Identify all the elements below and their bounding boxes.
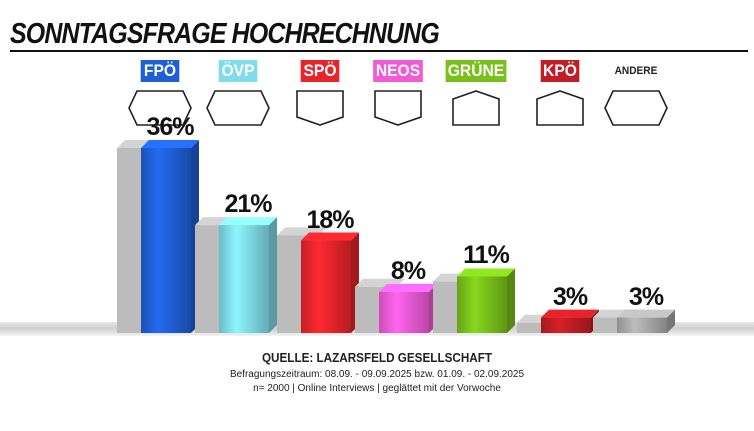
value-label-3: 8%	[390, 256, 426, 285]
party-label-3: NEOS	[373, 60, 423, 82]
value-label-5: 3%	[552, 282, 588, 311]
change-indicator-1	[206, 90, 270, 126]
bar-3	[379, 291, 429, 333]
bar-top-3	[379, 283, 437, 292]
value-label-0: 36%	[146, 113, 194, 141]
party-label-0: FPÖ	[140, 60, 180, 82]
bar-2	[301, 240, 351, 333]
bar-6	[617, 317, 667, 333]
bar-side-6	[667, 309, 675, 333]
change-indicator-3	[374, 90, 422, 126]
bar-top-5	[541, 309, 599, 318]
bar-side-4	[507, 268, 515, 333]
change-indicator-6	[604, 90, 668, 126]
bar-top-1	[219, 217, 277, 226]
change-indicator-4	[452, 90, 500, 126]
source-sample: n= 2000 | Online Interviews | geglättet …	[253, 383, 501, 394]
change-indicator-0	[128, 90, 192, 126]
party-label-2: SPÖ	[300, 60, 340, 82]
bar-top-0	[141, 140, 199, 148]
bar-1	[219, 225, 269, 333]
source-title: QUELLE: LAZARSFELD GESELLSCHAFT	[261, 350, 493, 365]
bar-top-6	[617, 309, 675, 318]
party-label-1: ÖVP	[218, 60, 258, 82]
bar-top-2	[301, 232, 359, 241]
bar-side-1	[269, 217, 277, 333]
value-label-6: 3%	[628, 282, 664, 311]
bar-4	[457, 276, 507, 333]
value-label-4: 11%	[463, 241, 510, 270]
bar-0	[141, 148, 191, 333]
bar-top-4	[457, 268, 515, 277]
chart-title: SONNTAGSFRAGE HOCHRECHNUNG	[10, 18, 440, 50]
party-label-5: KPÖ	[540, 60, 580, 82]
value-label-1: 21%	[224, 190, 272, 219]
bar-5	[541, 317, 591, 333]
party-label-4: GRÜNE	[445, 60, 507, 82]
previous-bar-5	[517, 322, 559, 333]
change-indicator-5	[536, 90, 584, 126]
title-underline	[10, 50, 748, 52]
change-indicator-2	[296, 90, 344, 126]
party-label-6: ANDERE	[614, 65, 658, 77]
value-label-2: 18%	[306, 205, 354, 234]
source-period: Befragungszeitraum: 08.09. - 09.09.2025 …	[229, 369, 525, 380]
